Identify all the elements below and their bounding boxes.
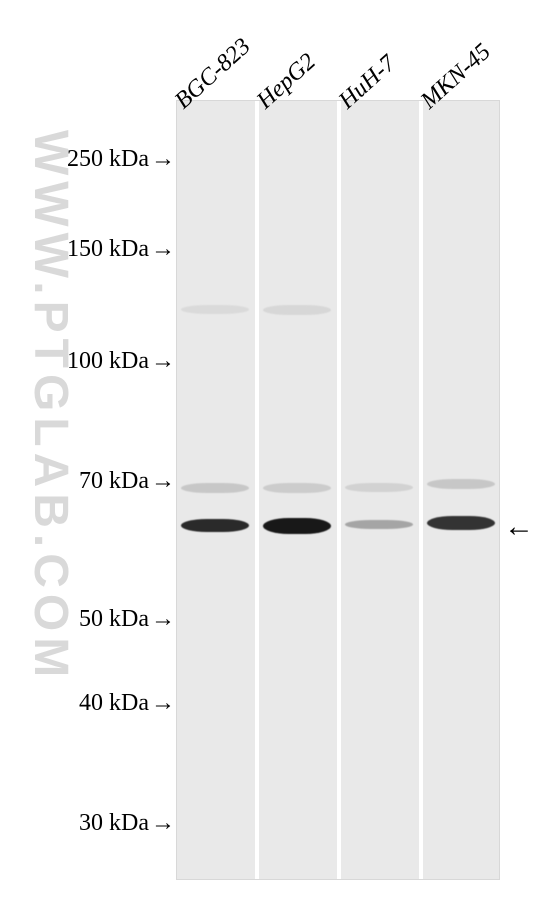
protein-band bbox=[263, 483, 332, 493]
mw-marker-text: 50 kDa bbox=[79, 606, 149, 632]
mw-marker-label: 100 kDa→ bbox=[67, 348, 175, 375]
target-band-arrow: ← bbox=[504, 510, 534, 544]
protein-band bbox=[345, 520, 414, 529]
protein-band bbox=[427, 516, 496, 530]
protein-band bbox=[181, 519, 250, 532]
mw-marker-text: 70 kDa bbox=[79, 468, 149, 494]
protein-band bbox=[427, 479, 496, 489]
arrow-right-icon: → bbox=[151, 810, 175, 836]
mw-marker-text: 40 kDa bbox=[79, 690, 149, 716]
mw-marker-text: 250 kDa bbox=[67, 146, 149, 172]
protein-band bbox=[181, 483, 250, 493]
watermark-text: WWW.PTGLAB.COM bbox=[23, 130, 78, 683]
arrow-right-icon: → bbox=[151, 606, 175, 632]
mw-marker-label: 70 kDa→ bbox=[79, 468, 175, 495]
arrow-right-icon: → bbox=[151, 690, 175, 716]
protein-band bbox=[181, 305, 250, 314]
mw-marker-label: 30 kDa→ bbox=[79, 810, 175, 837]
lane bbox=[423, 101, 501, 879]
mw-marker-text: 100 kDa bbox=[67, 348, 149, 374]
lane-labels-group: BGC-823HepG2HuH-7MKN-45 bbox=[0, 0, 540, 100]
arrow-right-icon: → bbox=[151, 236, 175, 262]
protein-band bbox=[263, 305, 332, 315]
arrow-right-icon: → bbox=[151, 146, 175, 172]
mw-marker-label: 250 kDa→ bbox=[67, 146, 175, 173]
mw-marker-label: 50 kDa→ bbox=[79, 606, 175, 633]
protein-band bbox=[345, 483, 414, 492]
mw-marker-text: 30 kDa bbox=[79, 810, 149, 836]
arrow-right-icon: → bbox=[151, 348, 175, 374]
mw-marker-label: 150 kDa→ bbox=[67, 236, 175, 263]
figure-root: WWW.PTGLAB.COM BGC-823HepG2HuH-7MKN-45 ←… bbox=[0, 0, 540, 903]
mw-marker-label: 40 kDa→ bbox=[79, 690, 175, 717]
arrow-right-icon: → bbox=[151, 468, 175, 494]
protein-band bbox=[263, 518, 332, 534]
mw-marker-text: 150 kDa bbox=[67, 236, 149, 262]
